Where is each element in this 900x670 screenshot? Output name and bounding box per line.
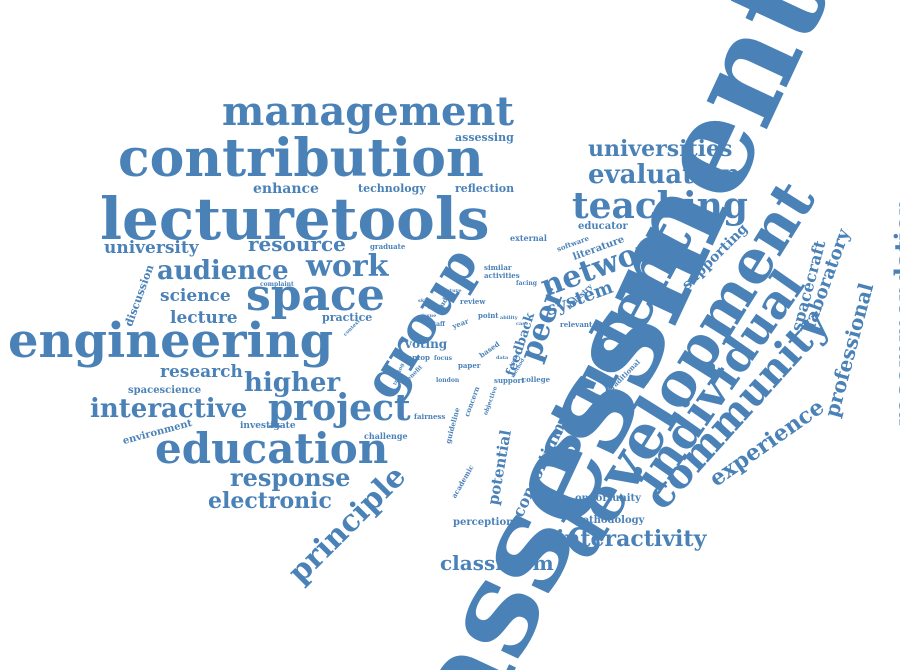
word-response: response — [230, 463, 351, 492]
word-point: point — [478, 311, 499, 320]
word-laptop: laptop — [405, 353, 430, 362]
word-interactivity: interactivity — [556, 526, 707, 552]
word-skill: skill — [418, 298, 430, 304]
word-electronic: electronic — [208, 488, 332, 514]
word-facing: facing — [516, 280, 537, 287]
word-lecture: lecture — [170, 308, 238, 328]
word-pilot: pilot — [428, 304, 441, 310]
word-issue: issue — [422, 313, 437, 319]
word-research: research — [160, 362, 243, 382]
word-space: space — [246, 270, 385, 321]
word-voting: voting — [405, 337, 448, 351]
word-review: review — [460, 297, 486, 306]
word-science: science — [160, 286, 231, 306]
word-lecturetools: lecturetools — [100, 185, 490, 253]
word-opportunity: opportunity — [575, 493, 641, 504]
word-paper: paper — [458, 361, 481, 370]
word-focus: focus — [434, 355, 452, 362]
word-resource: resource — [248, 232, 346, 256]
word-teaching: teaching — [572, 185, 748, 227]
word-objective: objective — [482, 385, 500, 417]
word-technology: technology — [358, 182, 426, 195]
word-enterprise: enterprise — [651, 255, 704, 265]
word-support: support — [494, 376, 525, 385]
word-work: work — [306, 249, 389, 284]
word-recommendation: recommendation — [889, 197, 900, 427]
word-engineering: engineering — [8, 313, 334, 369]
word-investigate: investigate — [240, 421, 296, 431]
word-enhance: enhance — [253, 181, 319, 197]
word-graduate: graduate — [370, 242, 406, 251]
word-university: university — [104, 238, 199, 258]
word-management: management — [222, 88, 514, 135]
word-external: external — [510, 233, 547, 243]
word-guideline: guideline — [443, 406, 462, 445]
word-education: education — [155, 424, 389, 473]
word-activities: activities — [484, 271, 520, 280]
word-complaint: complaint — [260, 281, 294, 288]
word-similar: similar — [484, 263, 512, 272]
word-methodology: methodology — [572, 515, 645, 526]
word-college: college — [522, 375, 551, 384]
word-case: case — [516, 321, 529, 327]
word-concern: concern — [462, 385, 482, 418]
word-spacescience: spacescience — [128, 385, 202, 396]
word-challenge: challenge — [364, 431, 408, 441]
word-perception: perception — [453, 517, 514, 528]
word-higher: higher — [244, 368, 341, 398]
word-project: project — [268, 387, 411, 429]
word-educator: educator — [578, 221, 628, 232]
word-ability: ability — [500, 315, 518, 321]
word-contribution: contribution — [118, 128, 484, 189]
word-staff: staff — [430, 321, 445, 328]
word-evaluation: evaluation — [588, 160, 741, 190]
word-reflection: reflection — [455, 182, 515, 195]
word-data: data — [496, 355, 509, 361]
word-relevant: relevant — [560, 320, 593, 329]
word-london: london — [436, 377, 460, 384]
word-practice: practice — [322, 311, 373, 324]
word-future: future — [444, 288, 462, 294]
word-audience: audience — [157, 256, 289, 286]
word-interactive: interactive — [90, 394, 248, 424]
word-universities: universities — [588, 136, 733, 162]
word-assessing: assessing — [455, 131, 514, 144]
word-fairness: fairness — [414, 412, 446, 421]
word-classroom: classroom — [440, 551, 554, 575]
